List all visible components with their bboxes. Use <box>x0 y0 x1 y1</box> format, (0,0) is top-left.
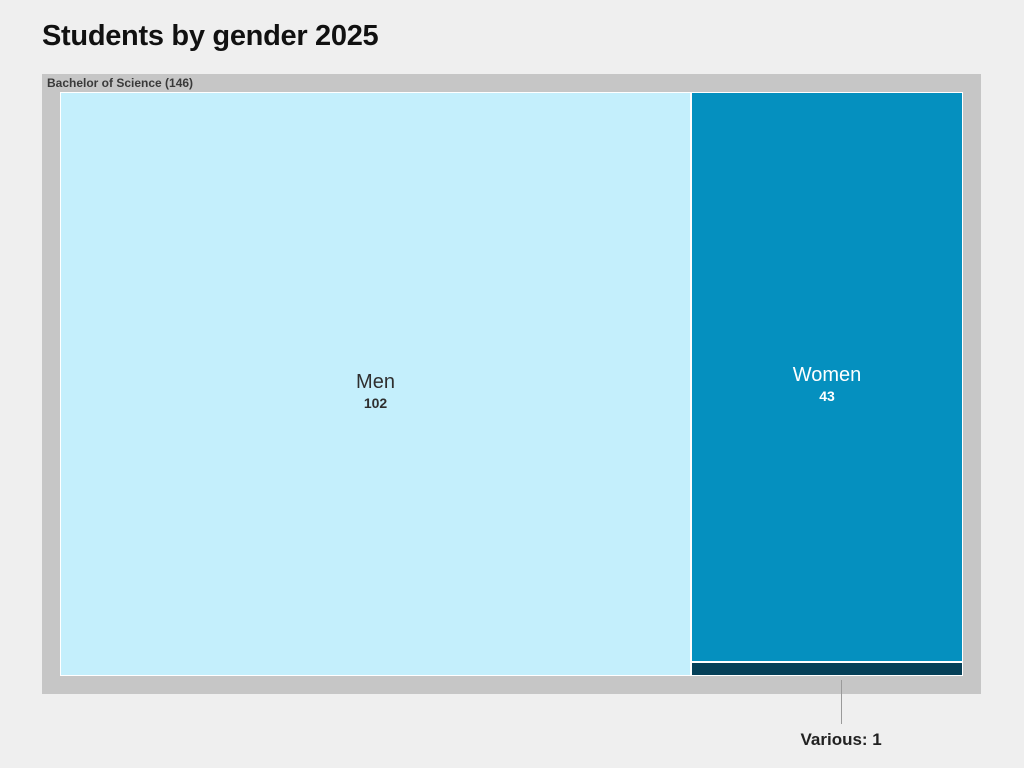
tile-men-value: 102 <box>363 395 388 411</box>
tile-women-label: Women <box>792 364 862 386</box>
treemap-plot-area: Men 102 Women 43 <box>60 92 963 676</box>
treemap-group-frame: Bachelor of Science (146) Men 102 Women 43 <box>42 74 981 694</box>
chart-title: Students by gender 2025 <box>42 20 379 52</box>
various-callout-label: Various: 1 <box>800 730 882 749</box>
tile-various[interactable] <box>691 662 963 676</box>
various-leader-line <box>841 680 842 724</box>
tile-men-label: Men <box>356 371 395 393</box>
tile-women[interactable]: Women 43 <box>691 92 963 662</box>
tile-women-value: 43 <box>819 388 835 404</box>
group-label: Bachelor of Science (146) <box>47 76 194 90</box>
tile-men[interactable]: Men 102 <box>60 92 691 676</box>
